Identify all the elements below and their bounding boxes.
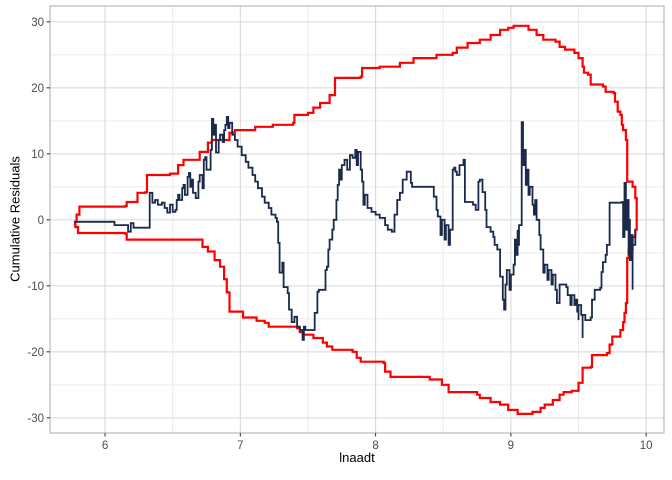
- cumulative-residuals-line: [73, 116, 637, 341]
- y-tick-label: 30: [31, 17, 44, 29]
- x-tick-label: 7: [237, 440, 243, 452]
- envelope-lower-line: [73, 216, 638, 415]
- x-tick-label: 10: [640, 440, 653, 452]
- y-tick-label: -30: [27, 413, 44, 425]
- y-tick-label: 10: [31, 149, 44, 161]
- x-tick-label: 8: [372, 440, 378, 452]
- y-tick-label: -10: [27, 281, 44, 293]
- x-tick-label: 6: [102, 440, 108, 452]
- envelope-upper-line: [73, 24, 638, 226]
- y-tick-label: -20: [27, 347, 44, 359]
- y-tick-label: 0: [38, 215, 44, 227]
- y-tick-label: 20: [31, 83, 44, 95]
- y-axis-title: Cumulative Residuals: [7, 156, 23, 282]
- x-tick-label: 9: [508, 440, 514, 452]
- x-axis-title: lnaadt: [339, 450, 375, 465]
